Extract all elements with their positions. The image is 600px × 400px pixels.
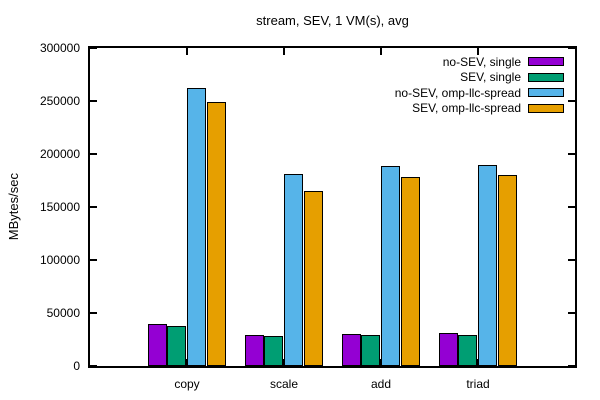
bar-copy-1	[167, 326, 187, 366]
legend-label: SEV, omp-llc-spread	[412, 101, 521, 116]
bar-add-0	[341, 334, 361, 366]
x-tick-top	[283, 48, 285, 55]
legend-item: SEV, single	[395, 70, 564, 86]
y-tick-left	[90, 365, 97, 367]
y-tick-label: 0	[73, 359, 80, 373]
legend-swatch	[528, 57, 564, 67]
y-tick-label: 200000	[39, 147, 80, 161]
y-tick-right	[568, 206, 575, 208]
bar-copy-0	[147, 324, 167, 366]
y-tick-left	[90, 153, 97, 155]
chart-title: stream, SEV, 1 VM(s), avg	[256, 13, 409, 28]
bar-add-3	[400, 177, 420, 366]
y-tick-left	[90, 47, 97, 49]
x-category-label: scale	[269, 377, 298, 391]
y-tick-label: 300000	[39, 41, 80, 55]
x-category-label: add	[370, 377, 392, 391]
y-tick-label: 50000	[46, 306, 80, 320]
y-tick-left	[90, 100, 97, 102]
bar-scale-1	[264, 336, 284, 366]
x-tick-top	[380, 48, 382, 55]
bar-scale-2	[284, 174, 303, 366]
bar-scale-0	[244, 335, 264, 366]
y-tick-right	[568, 259, 575, 261]
x-category-label: copy	[174, 377, 200, 391]
bar-triad-0	[438, 333, 458, 366]
x-tick-top	[477, 48, 479, 55]
y-tick-left	[90, 206, 97, 208]
bar-scale-3	[303, 191, 323, 366]
legend-label: SEV, single	[460, 70, 521, 85]
legend-label: no-SEV, omp-llc-spread	[394, 85, 521, 100]
legend-item: no-SEV, omp-llc-spread	[395, 85, 564, 101]
bar-triad-3	[497, 175, 517, 366]
x-tick-top	[186, 48, 188, 55]
plot-area: no-SEV, single SEV, single no-SEV, omp-llc…	[88, 46, 577, 368]
y-tick-right	[568, 365, 575, 367]
bar-triad-1	[458, 335, 478, 366]
legend-label: no-SEV, single	[442, 54, 521, 69]
y-tick-label: 100000	[39, 253, 80, 267]
y-tick-right	[568, 153, 575, 155]
y-tick-right	[568, 312, 575, 314]
legend-item: SEV, omp-llc-spread	[395, 101, 564, 117]
y-tick-label: 150000	[39, 200, 80, 214]
bar-add-2	[381, 166, 400, 366]
x-category-label: triad	[466, 377, 490, 391]
bar-copy-3	[206, 102, 226, 366]
bar-copy-2	[187, 88, 206, 366]
y-tick-left	[90, 259, 97, 261]
bar-triad-2	[478, 165, 497, 366]
legend-swatch	[528, 72, 564, 82]
y-tick-right	[568, 47, 575, 49]
y-tick-label: 250000	[39, 94, 80, 108]
y-tick-left	[90, 312, 97, 314]
legend: no-SEV, single SEV, single no-SEV, omp-llc…	[395, 54, 564, 116]
legend-swatch	[528, 103, 564, 113]
legend-item: no-SEV, single	[395, 54, 564, 70]
legend-swatch	[528, 88, 564, 98]
y-tick-right	[568, 100, 575, 102]
bar-add-1	[361, 335, 381, 366]
